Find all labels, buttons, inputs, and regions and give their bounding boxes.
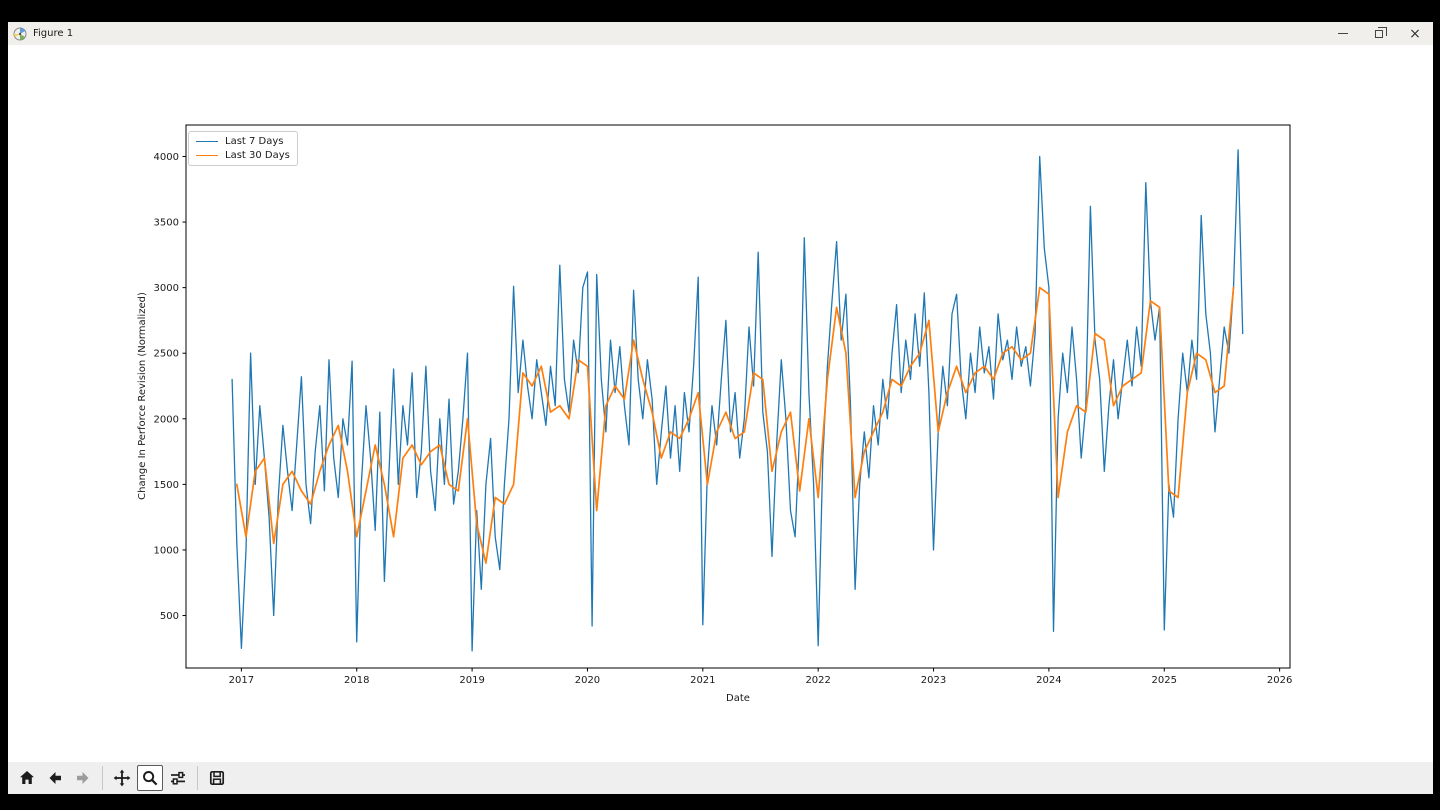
x-tick-label: 2020 bbox=[575, 675, 600, 686]
legend-label: Last 7 Days bbox=[225, 136, 284, 147]
x-tick-label: 2017 bbox=[229, 675, 254, 686]
x-tick-label: 2019 bbox=[459, 675, 484, 686]
close-icon: × bbox=[1409, 25, 1421, 42]
x-tick-label: 2024 bbox=[1036, 675, 1061, 686]
sliders-icon bbox=[171, 771, 185, 785]
x-tick-label: 2021 bbox=[690, 675, 715, 686]
toolbar-back-button[interactable] bbox=[42, 765, 68, 791]
restore-icon bbox=[1375, 26, 1387, 38]
window-controls: × bbox=[1325, 22, 1433, 45]
figure-canvas[interactable]: 2017 2018 2019 2020 2021 2022 2023 2024 2025 2026… bbox=[8, 45, 1433, 762]
y-tick-label: 500 bbox=[160, 611, 179, 622]
forward-arrow-icon bbox=[77, 772, 89, 784]
y-tick-label: 3500 bbox=[154, 218, 179, 229]
legend-line-swatch bbox=[196, 141, 218, 142]
x-tick-label: 2023 bbox=[921, 675, 946, 686]
restore-button[interactable] bbox=[1361, 22, 1397, 45]
toolbar-separator bbox=[102, 766, 103, 790]
toolbar-zoom-button[interactable] bbox=[137, 765, 163, 791]
magnifier-icon bbox=[143, 771, 158, 786]
y-tick-label: 1500 bbox=[154, 480, 179, 491]
legend-entry: Last 30 Days bbox=[196, 150, 290, 161]
matplotlib-logo-icon bbox=[13, 27, 27, 40]
close-button[interactable]: × bbox=[1397, 22, 1433, 45]
minimize-button[interactable] bbox=[1325, 22, 1361, 45]
pan-arrows-icon bbox=[113, 769, 131, 787]
toolbar-configure-subplots-button[interactable] bbox=[165, 765, 191, 791]
floppy-disk-icon bbox=[209, 770, 225, 786]
y-tick-label: 2500 bbox=[154, 349, 179, 360]
toolbar-pan-button[interactable] bbox=[109, 765, 135, 791]
series-line-last-30-days bbox=[235, 286, 1235, 564]
legend: Last 7 Days Last 30 Days bbox=[188, 131, 298, 166]
toolbar-forward-button[interactable] bbox=[70, 765, 96, 791]
legend-label: Last 30 Days bbox=[225, 150, 290, 161]
toolbar-separator bbox=[197, 766, 198, 790]
figure-window: Figure 1 × 2017 2018 2019 2020 2021 2022 2023 2… bbox=[8, 22, 1433, 794]
plot-area bbox=[185, 124, 1291, 669]
home-icon bbox=[20, 771, 34, 784]
x-tick-label: 2025 bbox=[1152, 675, 1177, 686]
title-bar: Figure 1 × bbox=[8, 22, 1433, 45]
chart-svg: 2017 2018 2019 2020 2021 2022 2023 2024 2025 2026… bbox=[137, 124, 1293, 704]
navigation-toolbar bbox=[8, 762, 1433, 794]
x-tick-label: 2022 bbox=[805, 675, 830, 686]
toolbar-save-button[interactable] bbox=[204, 765, 230, 791]
window-title: Figure 1 bbox=[33, 28, 74, 39]
toolbar-home-button[interactable] bbox=[14, 765, 40, 791]
series-lines bbox=[231, 149, 1244, 652]
minimize-icon bbox=[1338, 33, 1348, 34]
x-tick-label: 2026 bbox=[1267, 675, 1292, 686]
back-arrow-icon bbox=[49, 772, 61, 784]
axis-ticks: 2017 2018 2019 2020 2021 2022 2023 2024 2025 2026… bbox=[154, 152, 1293, 686]
x-axis-label: Date bbox=[726, 693, 750, 704]
x-tick-label: 2018 bbox=[344, 675, 369, 686]
y-tick-label: 4000 bbox=[154, 152, 179, 163]
legend-line-swatch bbox=[196, 155, 218, 156]
y-axis-label: Change In Perforce Revision (Normalized) bbox=[137, 292, 148, 500]
y-tick-label: 1000 bbox=[154, 545, 179, 556]
legend-entry: Last 7 Days bbox=[196, 136, 289, 147]
series-line-last-7-days bbox=[231, 149, 1244, 652]
y-tick-label: 3000 bbox=[154, 283, 179, 294]
y-tick-label: 2000 bbox=[154, 414, 179, 425]
